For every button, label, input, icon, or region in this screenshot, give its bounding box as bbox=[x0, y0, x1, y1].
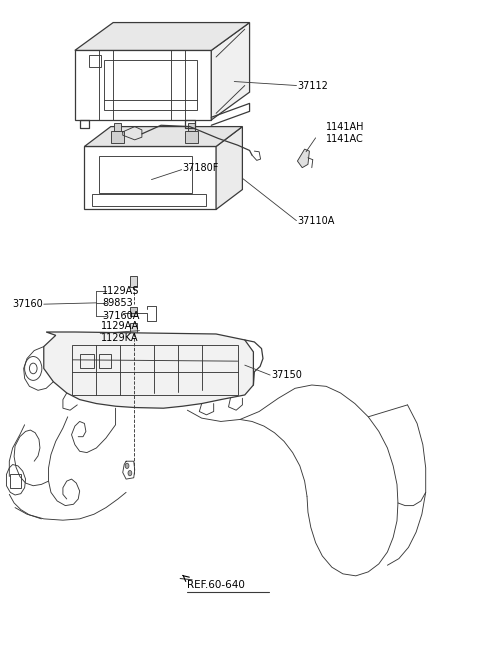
Text: REF.60-640: REF.60-640 bbox=[187, 580, 245, 590]
Text: 37180F: 37180F bbox=[182, 163, 219, 173]
Bar bbox=[99, 354, 111, 369]
Bar bbox=[89, 55, 101, 67]
Text: 1141AH
1141AC: 1141AH 1141AC bbox=[326, 122, 365, 144]
Bar bbox=[131, 307, 137, 316]
Polygon shape bbox=[75, 50, 211, 120]
Bar bbox=[131, 323, 137, 333]
Polygon shape bbox=[44, 332, 253, 408]
Text: 37160: 37160 bbox=[12, 299, 43, 309]
Bar bbox=[99, 157, 192, 193]
Bar bbox=[72, 345, 238, 395]
Polygon shape bbox=[211, 23, 250, 120]
Text: 89853: 89853 bbox=[102, 298, 133, 308]
Bar bbox=[188, 124, 195, 131]
Text: 37110A: 37110A bbox=[298, 216, 335, 226]
Circle shape bbox=[125, 463, 129, 469]
Polygon shape bbox=[216, 127, 242, 209]
Bar bbox=[104, 60, 197, 110]
Polygon shape bbox=[298, 149, 310, 168]
Bar bbox=[131, 276, 137, 287]
Text: 37112: 37112 bbox=[298, 80, 328, 90]
Text: 1129AA
1129KA: 1129AA 1129KA bbox=[101, 321, 139, 343]
Bar bbox=[111, 131, 124, 143]
Polygon shape bbox=[84, 147, 216, 209]
Text: 37150: 37150 bbox=[271, 370, 302, 380]
Bar bbox=[92, 194, 206, 206]
Polygon shape bbox=[6, 465, 25, 495]
Circle shape bbox=[128, 471, 132, 476]
Text: 1129AS: 1129AS bbox=[102, 286, 140, 296]
Text: 37160A: 37160A bbox=[102, 311, 140, 321]
Polygon shape bbox=[75, 23, 250, 50]
Bar bbox=[185, 131, 198, 143]
Bar bbox=[114, 124, 121, 131]
Bar bbox=[80, 354, 94, 369]
Polygon shape bbox=[84, 127, 242, 147]
Bar bbox=[10, 474, 21, 489]
